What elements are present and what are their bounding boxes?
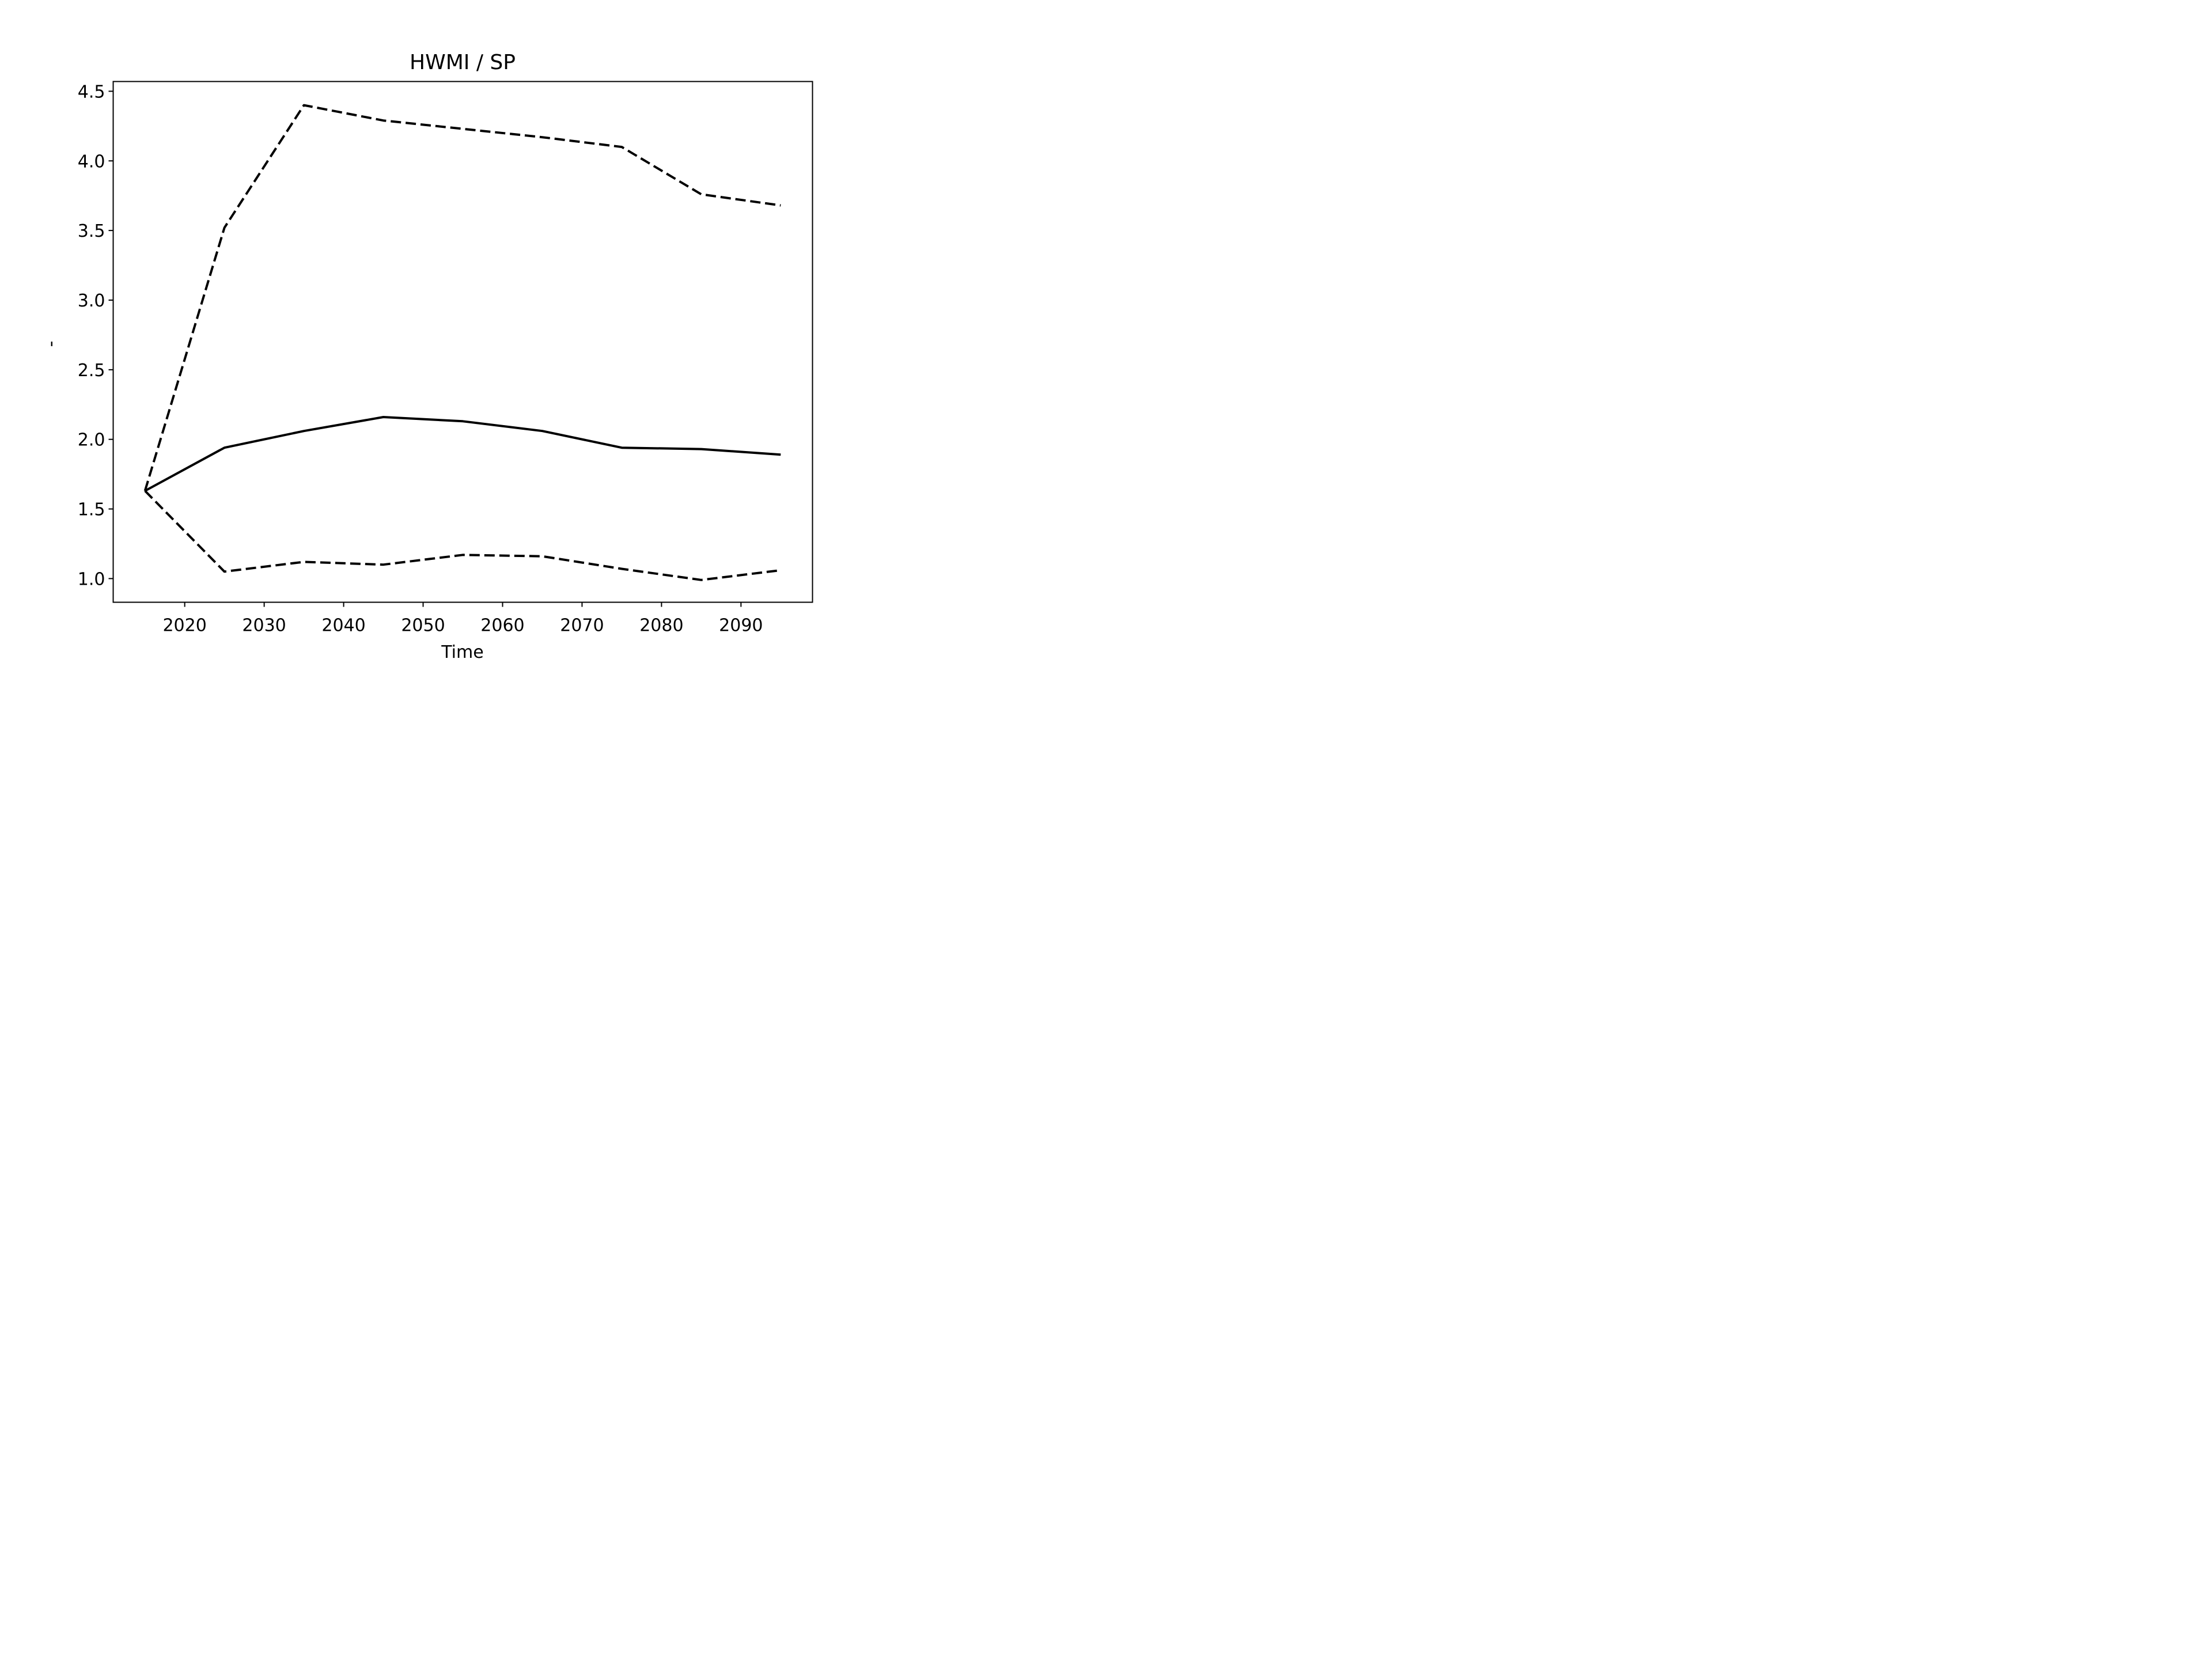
x-tick-label: 2020 <box>162 616 206 636</box>
x-tick-label: 2050 <box>401 616 445 636</box>
y-axis: 1.0 1.5 2.0 2.5 3.0 3.5 4.0 4.5 <box>78 82 113 589</box>
x-tick-label: 2060 <box>480 616 524 636</box>
x-axis-label: Time <box>441 642 483 662</box>
chart-figure: HWMI / SP 1.0 1.5 2.0 2.5 3.0 3.5 4.0 4.5 2020 2… <box>0 0 891 668</box>
y-tick-label: 3.0 <box>78 291 105 311</box>
y-tick-label: 2.0 <box>78 430 105 450</box>
x-tick-label: 2030 <box>242 616 286 636</box>
chart-title: HWMI / SP <box>410 51 516 74</box>
y-tick-label: 4.5 <box>78 82 105 102</box>
series-line-3 <box>144 490 781 581</box>
line-chart: HWMI / SP 1.01.52.02.53.03.54.04.5 2020 2… <box>0 0 891 668</box>
x-tick-label: 2040 <box>321 616 365 636</box>
x-tick-label: 2090 <box>719 616 763 636</box>
y-tick-label: 4.0 <box>78 151 105 172</box>
plot-frame <box>112 81 813 603</box>
y-axis-label: - <box>41 341 61 347</box>
figure-background <box>0 0 891 668</box>
y-tick-label: 3.5 <box>78 221 105 241</box>
y-tick-label: 1.5 <box>78 500 105 520</box>
y-tick-label: 2.5 <box>78 361 105 381</box>
y-tick-label: 1.0 <box>78 569 105 589</box>
x-axis: 2020 2030 2040 2050 2060 2070 2080 2090 <box>162 602 763 636</box>
x-tick-label: 2070 <box>560 616 604 636</box>
x-tick-label: 2080 <box>639 616 683 636</box>
series-line-2 <box>143 104 781 491</box>
series-group <box>143 104 781 581</box>
series-line-1 <box>144 416 781 492</box>
